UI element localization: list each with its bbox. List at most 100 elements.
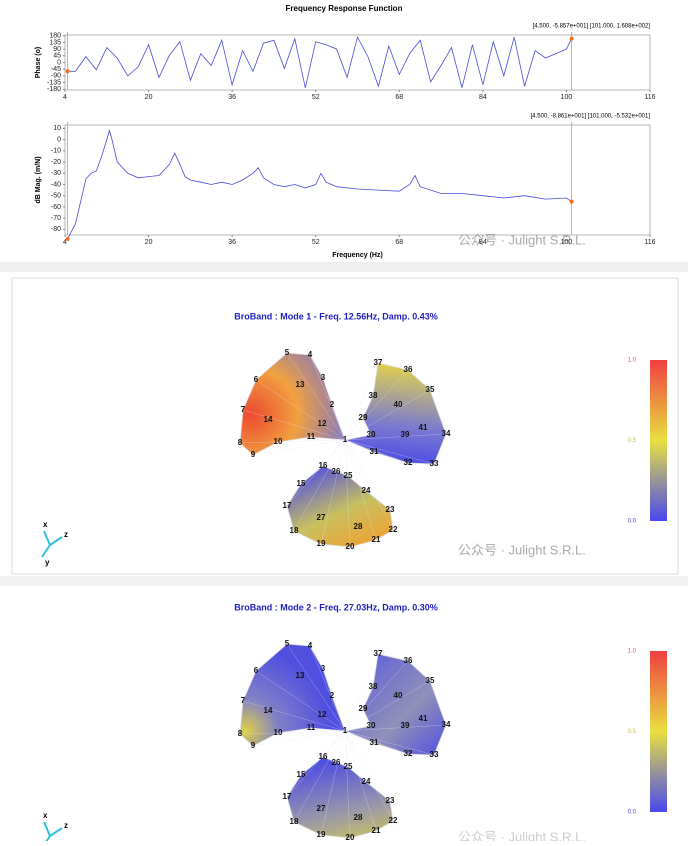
node-label: 17 [283, 792, 292, 801]
node-label: 26 [332, 467, 341, 476]
node-label: 16 [319, 752, 328, 761]
node-label: 30 [367, 430, 376, 439]
plot-frame [64, 34, 651, 91]
y-tick-label: -70 [51, 215, 61, 222]
node-label: 3 [321, 664, 326, 673]
node-label: 18 [290, 817, 299, 826]
y-tick-label: 45 [53, 53, 61, 60]
node-label: 39 [401, 721, 410, 730]
cursor-point [569, 36, 574, 41]
node-label: 17 [283, 501, 292, 510]
mesh-line [344, 434, 372, 441]
mesh-line [310, 727, 346, 732]
node-label: 21 [372, 535, 381, 544]
mesh-line [320, 439, 346, 545]
node-label: 19 [317, 539, 326, 548]
node-label: 41 [419, 423, 428, 432]
colorbar-label: 0.0 [628, 519, 637, 525]
colorbar-label: 1.0 [628, 358, 637, 364]
mesh-line [344, 724, 447, 732]
x-tick-label: 20 [145, 239, 153, 246]
node-label: 11 [307, 432, 316, 441]
mesh-line [300, 439, 346, 485]
x-tick-label: 20 [145, 94, 153, 101]
mesh-line [331, 695, 346, 732]
x-tick-label: 36 [228, 94, 236, 101]
node-label: 7 [241, 696, 246, 705]
node-label: 10 [274, 728, 283, 737]
mesh-line [344, 417, 364, 441]
mesh-line [344, 439, 435, 465]
mesh-line [252, 730, 346, 747]
mesh-line [344, 730, 375, 744]
node-label: 37 [374, 358, 383, 367]
x-tick-label: 52 [312, 239, 320, 246]
axis-arrow [49, 536, 63, 546]
y-tick-label: -50 [51, 193, 61, 200]
node-label: 22 [389, 525, 398, 534]
mesh-line [344, 730, 367, 783]
x-tick-label: 4 [63, 94, 67, 101]
node-label: 31 [370, 738, 379, 747]
mesh-line [344, 730, 435, 756]
x-tick-label: 100 [561, 239, 573, 246]
node-label: 39 [401, 430, 410, 439]
node-label: 30 [367, 721, 376, 730]
mesh-line [344, 439, 375, 453]
colorbar-label: 0.5 [628, 729, 637, 735]
mode-title: BroBand : Mode 1 - Freq. 12.56Hz, Damp. … [234, 311, 438, 321]
y-tick-label: -60 [51, 204, 61, 211]
node-label: 5 [285, 348, 290, 357]
node-label: 8 [238, 729, 243, 738]
axis-arrow [41, 544, 51, 558]
node-label: 15 [297, 770, 306, 779]
mesh-line [344, 730, 377, 832]
mesh-line [344, 680, 431, 732]
x-tick-label: 52 [312, 94, 320, 101]
x-tick-label: 36 [228, 239, 236, 246]
mesh-line [344, 660, 409, 732]
node-label: 41 [419, 714, 428, 723]
node-label: 26 [332, 758, 341, 767]
node-label: 36 [404, 656, 413, 665]
node-label: 2 [330, 400, 335, 409]
y-tick-label: -20 [51, 159, 61, 166]
axis-arrow [43, 821, 51, 837]
mesh-line [344, 730, 391, 802]
node-label: 37 [374, 649, 383, 658]
mesh-line [344, 395, 374, 441]
colorbar-label: 0.0 [628, 810, 637, 816]
node-label: 36 [404, 365, 413, 374]
node-label: 18 [290, 526, 299, 535]
x-tick-label: 68 [395, 94, 403, 101]
node-label: 33 [430, 750, 439, 759]
node-label: 1 [343, 726, 348, 735]
node-label: 12 [318, 419, 327, 428]
y-tick-label: -10 [51, 148, 61, 155]
node-label: 21 [372, 826, 381, 835]
mesh-line [293, 730, 346, 823]
x-tick-label: 84 [479, 94, 487, 101]
mesh-line [344, 439, 351, 548]
node-label: 4 [308, 350, 313, 359]
node-label: 40 [394, 400, 403, 409]
node-label: 14 [264, 415, 273, 424]
y-tick-label: -90 [51, 73, 61, 80]
node-label: 23 [386, 505, 395, 514]
separator [0, 262, 688, 272]
blade [343, 653, 447, 756]
mesh-line [344, 730, 349, 768]
mesh-line [286, 439, 346, 507]
node-label: 31 [370, 447, 379, 456]
mesh-line [344, 439, 377, 541]
axis-arrow [43, 530, 51, 546]
line [67, 129, 572, 240]
axis-label: z [64, 821, 68, 830]
mesh-line [286, 352, 346, 441]
axis-arrow [42, 835, 51, 846]
colorbar-label: 0.5 [628, 438, 637, 444]
mesh-line [344, 730, 394, 822]
x-tick-label: 116 [644, 239, 655, 246]
cursor-readout: [4.500, -5.857e+001] [101.000, 1.608e+00… [533, 24, 651, 30]
